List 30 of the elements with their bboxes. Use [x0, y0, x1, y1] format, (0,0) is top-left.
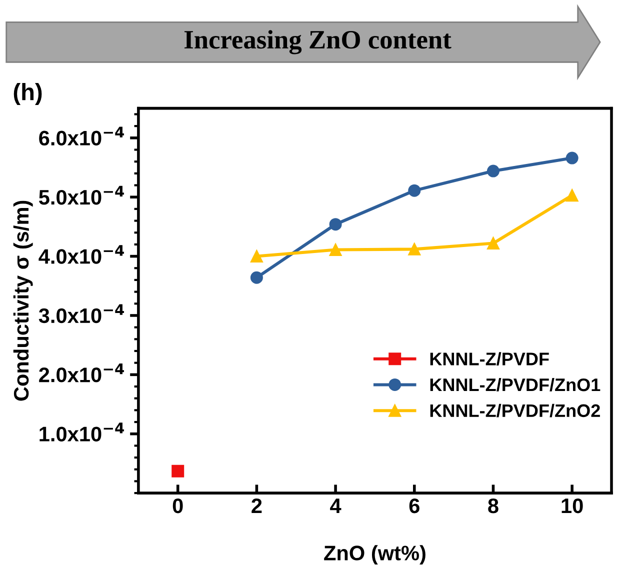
point — [566, 152, 578, 164]
point — [408, 242, 421, 256]
point — [329, 218, 342, 231]
y-tick-label: 2.0x10$^{−4}$ — [39, 363, 124, 382]
point — [250, 250, 263, 263]
legend-label: KNNL-Z/PVDF — [430, 352, 549, 366]
x-tick-label: 8 — [488, 498, 498, 514]
x-tick-label: 6 — [409, 498, 420, 514]
point — [172, 464, 184, 478]
x-axis-title: ZnO (wt%) — [324, 545, 426, 565]
text: (h) — [14, 83, 42, 106]
x-tick-label: 2 — [252, 498, 262, 514]
y-tick-label: 6.0x10$^{−4}$ — [39, 126, 124, 146]
x-tick-label: 4 — [330, 498, 342, 514]
legend-label: KNNL-Z/PVDF/ZnO1 — [430, 378, 600, 392]
y-axis-title: Conductivity σ (s/m) — [13, 200, 33, 401]
y-tick-label: 1.0x10$^{−4}$ — [40, 422, 124, 442]
text: Increasing ZnO content — [184, 30, 452, 54]
y-tick-label: 5.0x10$^{−4}$ — [39, 186, 124, 205]
y-tick-label: 4.0x10$^{−4}$ — [38, 245, 124, 264]
legend-label: KNNL-Z/PVDF/ZnO2 — [430, 404, 600, 418]
point — [566, 189, 578, 202]
point — [329, 244, 342, 256]
point — [250, 271, 263, 284]
point — [408, 184, 421, 197]
y-tick-label: 3.0x10$^{−4}$ — [38, 304, 124, 324]
point — [486, 164, 500, 178]
x-tick-label: 10 — [562, 498, 583, 514]
x-tick-label: 0 — [172, 498, 183, 514]
point — [486, 237, 500, 250]
